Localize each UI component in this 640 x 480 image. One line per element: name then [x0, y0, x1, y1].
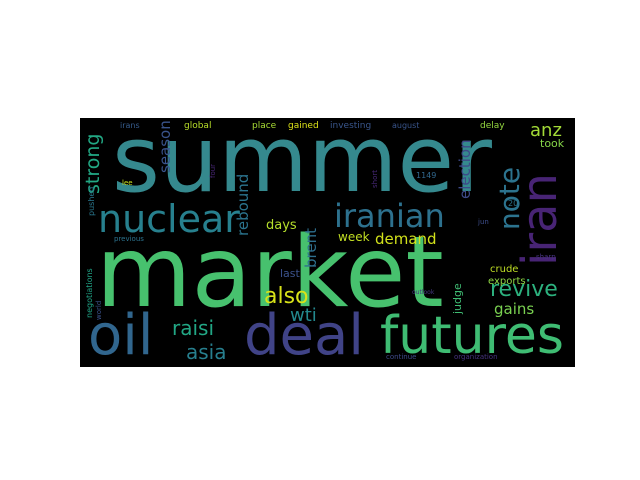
word-market: market: [96, 216, 444, 330]
word-investing: investing: [330, 121, 372, 131]
word-rebound: rebound: [234, 173, 252, 236]
word-outlook: outlook: [412, 289, 435, 296]
word-wti: wti: [290, 305, 317, 326]
word-iranian: iranian: [334, 197, 445, 235]
word-short: short: [371, 170, 379, 188]
word-demand: demand: [375, 230, 437, 248]
word-cloud: summer market deal oil futures nuclear i…: [80, 118, 575, 367]
word-futures: futures: [380, 306, 564, 366]
word-sharp: sharp: [536, 253, 556, 261]
word-nuclear: nuclear: [98, 197, 240, 241]
word-asia: asia: [186, 340, 227, 364]
word-election: election: [456, 139, 474, 199]
word-took: took: [540, 137, 565, 150]
word-anz: anz: [530, 120, 562, 141]
word-august: august: [392, 121, 420, 130]
word-gained: gained: [288, 121, 319, 131]
word-place: place: [252, 121, 277, 131]
word-gains: gains: [494, 300, 535, 318]
word-strong: strong: [82, 133, 104, 194]
word-oil: oil: [88, 303, 154, 367]
word-deal: deal: [244, 303, 364, 367]
word-lee: lee: [122, 179, 133, 187]
word-20: 20: [508, 199, 519, 208]
word-negotiations: negotiations: [85, 268, 94, 318]
word-raisi: raisi: [172, 316, 215, 340]
word-season: season: [156, 120, 174, 173]
word-pushed: pushed: [87, 186, 96, 216]
word-global: global: [184, 121, 212, 131]
word-summer: summer: [112, 118, 492, 213]
word-delay: delay: [480, 121, 505, 131]
word-last: last: [280, 267, 300, 280]
word-brent: brent: [302, 228, 320, 268]
word-four: four: [209, 163, 217, 178]
word-crude: crude: [490, 264, 519, 275]
word-exports: exports: [488, 276, 526, 287]
word-week: week: [338, 230, 370, 244]
word-irans: irans: [120, 121, 140, 130]
word-jun: jun: [478, 218, 489, 226]
word-days: days: [266, 218, 297, 233]
word-world: world: [95, 300, 103, 320]
word-also: also: [264, 284, 309, 309]
word-1149: 1149: [416, 171, 437, 180]
word-continue: continue: [386, 353, 417, 361]
word-organization: organization: [454, 353, 498, 361]
word-revive: revive: [490, 277, 558, 302]
word-judge: judge: [451, 283, 464, 314]
word-previous: previous: [114, 235, 144, 243]
